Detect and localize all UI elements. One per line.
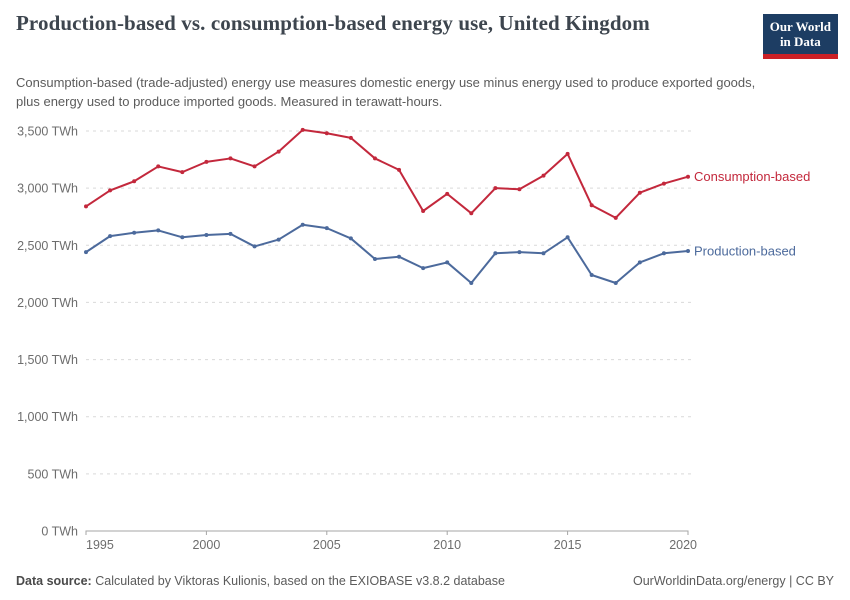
y-tick-label: 0 TWh xyxy=(41,525,78,539)
y-tick-label: 1,500 TWh xyxy=(17,353,78,367)
y-tick-label: 500 TWh xyxy=(28,467,79,481)
data-point[interactable] xyxy=(469,281,474,285)
data-point[interactable] xyxy=(589,203,594,208)
data-point[interactable] xyxy=(348,236,353,241)
series-line-consumption-based[interactable] xyxy=(85,128,689,219)
x-tick-label: 2015 xyxy=(554,538,582,552)
logo-line1: Our World xyxy=(769,19,831,34)
data-point[interactable] xyxy=(300,127,305,132)
data-point[interactable] xyxy=(180,170,185,175)
data-point[interactable] xyxy=(637,190,642,195)
data-point[interactable] xyxy=(613,215,618,220)
y-tick-label: 1,000 TWh xyxy=(17,410,78,424)
data-point[interactable] xyxy=(252,164,257,169)
data-point[interactable] xyxy=(686,174,690,179)
data-point[interactable] xyxy=(108,234,113,239)
data-point[interactable] xyxy=(637,260,642,265)
data-point[interactable] xyxy=(132,179,137,184)
x-tick-label: 2020 xyxy=(669,538,697,552)
data-point[interactable] xyxy=(372,156,377,161)
data-point[interactable] xyxy=(108,188,113,193)
data-point[interactable] xyxy=(469,211,474,216)
data-point[interactable] xyxy=(565,151,570,156)
x-tick-label: 2010 xyxy=(433,538,461,552)
data-point[interactable] xyxy=(228,231,233,236)
data-point[interactable] xyxy=(397,254,402,259)
data-point[interactable] xyxy=(156,164,161,169)
data-point[interactable] xyxy=(156,228,161,233)
data-point[interactable] xyxy=(517,187,522,192)
data-point[interactable] xyxy=(445,191,450,196)
y-tick-label: 3,500 TWh xyxy=(17,125,78,139)
y-tick-label: 2,500 TWh xyxy=(17,239,78,253)
data-point[interactable] xyxy=(421,266,426,271)
data-point[interactable] xyxy=(180,235,185,240)
data-point[interactable] xyxy=(324,226,329,231)
data-point[interactable] xyxy=(228,156,233,161)
page-title: Production-based vs. consumption-based e… xyxy=(16,11,650,35)
series-label-consumption-based: Consumption-based xyxy=(694,169,810,184)
data-point[interactable] xyxy=(204,159,209,164)
data-source-label: Data source: xyxy=(16,574,92,588)
data-point[interactable] xyxy=(84,204,88,209)
data-point[interactable] xyxy=(661,181,666,186)
data-source-text: Calculated by Viktoras Kulionis, based o… xyxy=(95,574,505,588)
data-point[interactable] xyxy=(252,244,257,249)
data-point[interactable] xyxy=(541,251,546,256)
data-point[interactable] xyxy=(348,135,353,140)
data-point[interactable] xyxy=(132,230,137,235)
data-point[interactable] xyxy=(445,260,450,265)
data-point[interactable] xyxy=(517,250,522,255)
data-point[interactable] xyxy=(397,167,402,172)
chart-subtitle: Consumption-based (trade-adjusted) energ… xyxy=(16,75,756,109)
series-line-production-based[interactable] xyxy=(85,223,689,284)
y-tick-label: 2,000 TWh xyxy=(17,296,78,310)
x-tick-label: 2005 xyxy=(313,538,341,552)
data-point[interactable] xyxy=(421,209,426,213)
data-point[interactable] xyxy=(324,131,329,136)
data-point[interactable] xyxy=(565,235,570,240)
data-point[interactable] xyxy=(686,249,690,253)
data-point[interactable] xyxy=(300,222,305,227)
data-point[interactable] xyxy=(541,173,546,178)
data-point[interactable] xyxy=(276,237,281,242)
data-point[interactable] xyxy=(613,281,618,285)
data-source: Data source: Calculated by Viktoras Kuli… xyxy=(16,574,505,588)
owid-logo[interactable]: Our World in Data xyxy=(762,14,838,59)
x-tick-label: 1995 xyxy=(86,538,114,552)
data-point[interactable] xyxy=(589,273,594,277)
series-label-production-based: Production-based xyxy=(694,244,796,259)
chart-footer: Data source: Calculated by Viktoras Kuli… xyxy=(16,574,834,588)
data-point[interactable] xyxy=(661,251,666,256)
logo-line2: in Data xyxy=(779,34,821,50)
y-tick-label: 3,000 TWh xyxy=(17,182,78,196)
x-axis xyxy=(85,530,689,535)
data-point[interactable] xyxy=(276,149,281,154)
owid-energy-link[interactable]: OurWorldinData.org/energy | CC BY xyxy=(632,574,834,588)
data-point[interactable] xyxy=(372,257,377,261)
data-point[interactable] xyxy=(204,233,209,237)
data-point[interactable] xyxy=(493,251,498,256)
data-point[interactable] xyxy=(493,186,498,191)
x-tick-label: 2000 xyxy=(192,538,220,552)
data-point[interactable] xyxy=(84,250,88,255)
